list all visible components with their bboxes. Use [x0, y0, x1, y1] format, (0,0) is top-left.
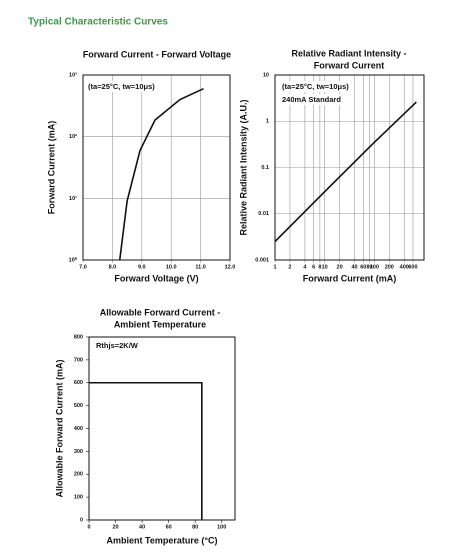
x-tick-label: 8.0	[109, 264, 117, 270]
y-tick-label: 100	[74, 495, 83, 501]
chart-title: Forward Current - Forward Voltage	[83, 49, 231, 59]
x-tick-label: 7.0	[79, 264, 87, 270]
plot-frame	[82, 74, 231, 261]
y-tick-label: 700	[74, 357, 83, 363]
y-tick-label: 10³	[69, 71, 77, 78]
x-tick-label: 1	[273, 264, 276, 270]
y-tick-label: 10⁰	[69, 256, 78, 263]
x-tick-label: 100	[370, 264, 379, 270]
y-tick-label: 400	[74, 426, 83, 432]
x-tick-label: 20	[112, 524, 118, 530]
annotation: Rthjs=2K/W	[96, 341, 139, 350]
y-tick-label: 500	[74, 403, 83, 409]
x-tick-label: 10	[322, 264, 328, 270]
y-tick-label: 10²	[69, 133, 77, 140]
x-tick-label: 40	[352, 264, 358, 270]
annotation-box	[280, 80, 352, 92]
chart-title: Ambient Temperature	[114, 319, 206, 329]
page-title: Typical Characteristic Curves	[28, 17, 168, 28]
y-tick-label: 0	[80, 517, 83, 523]
x-tick-label: 40	[139, 524, 145, 530]
y-axis-label: Relative Radiant Intensity (A.U.)	[238, 99, 248, 235]
x-tick-label: 600	[408, 264, 417, 270]
x-tick-label: 10.0	[166, 264, 177, 270]
chart-title: Relative Radiant Intensity -	[291, 48, 406, 58]
data-line	[118, 87, 204, 261]
y-tick-label: 0.01	[258, 211, 269, 217]
x-axis-label: Forward Current (mA)	[303, 273, 397, 283]
x-tick-label: 80	[366, 264, 372, 270]
x-tick-label: 60	[360, 264, 366, 270]
x-axis-label: Ambient Temperature (°C)	[107, 535, 218, 545]
y-tick-label: 0.1	[261, 165, 269, 171]
x-tick-label: 8	[318, 264, 321, 270]
x-tick-label: 9.0	[138, 264, 146, 270]
x-tick-label: 6	[312, 264, 315, 270]
x-axis-label: Forward Voltage (V)	[114, 273, 198, 283]
annotation-box	[86, 80, 158, 92]
x-tick-label: 12.0	[225, 264, 236, 270]
x-tick-label: 4	[303, 264, 307, 270]
y-tick-label: 200	[74, 472, 83, 478]
chart-title: Allowable Forward Current -	[100, 307, 221, 317]
chart-title: Forward Current	[314, 60, 385, 70]
annotation-box	[280, 93, 344, 105]
annotation: (ta=25°C, tw=10μs)	[282, 82, 349, 91]
x-tick-label: 200	[385, 264, 394, 270]
plot-frame	[274, 74, 425, 261]
y-tick-label: 1	[266, 119, 269, 125]
data-line	[274, 101, 417, 243]
x-tick-label: 400	[400, 264, 409, 270]
x-tick-label: 20	[337, 264, 343, 270]
x-tick-label: 100	[217, 524, 226, 530]
annotation: 240mA Standard	[282, 95, 341, 104]
plot-frame	[88, 336, 236, 521]
x-tick-label: 0	[87, 524, 90, 530]
annotation: (ta=25°C, tw=10μs)	[88, 82, 155, 91]
y-tick-label: 600	[74, 380, 83, 386]
y-tick-label: 10	[263, 72, 269, 78]
x-tick-label: 2	[288, 264, 291, 270]
data-line	[89, 381, 203, 520]
y-tick-label: 800	[74, 334, 83, 340]
y-axis-label: Allowable Forward Current (mA)	[54, 359, 64, 497]
x-tick-label: 60	[166, 524, 172, 530]
x-tick-label: 80	[192, 524, 198, 530]
y-tick-label: 10¹	[69, 195, 77, 202]
y-axis-label: Forward Current (mA)	[46, 121, 56, 215]
y-tick-label: 300	[74, 449, 83, 455]
annotation-box	[94, 339, 141, 351]
x-tick-label: 11.0	[195, 264, 205, 270]
y-tick-label: 0.001	[255, 257, 269, 263]
